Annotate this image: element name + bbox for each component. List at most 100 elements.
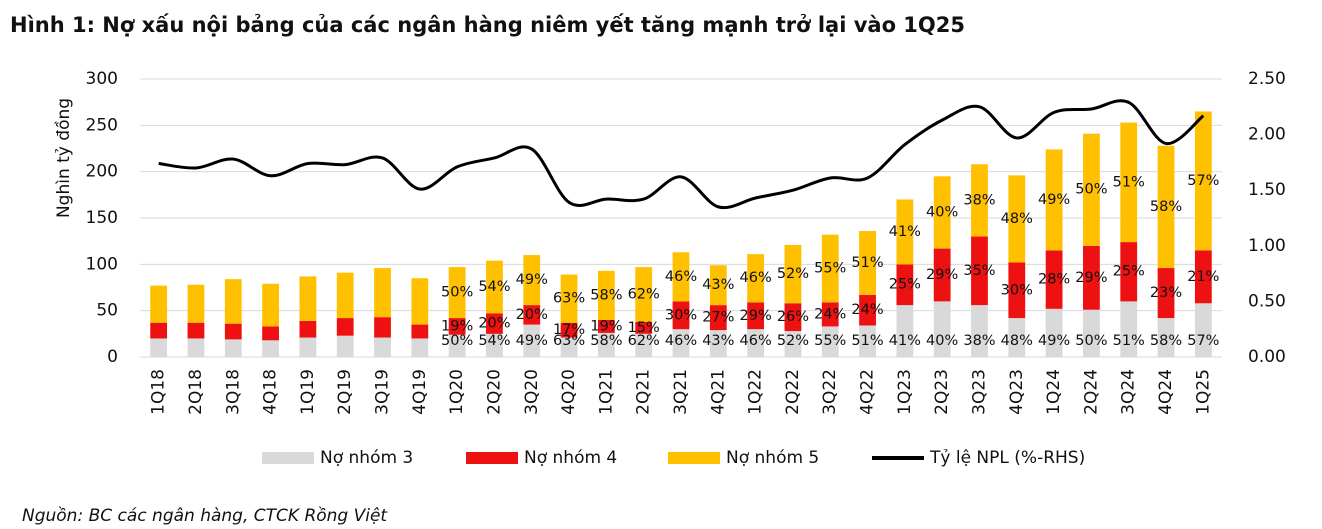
data-label: 30%	[665, 307, 697, 323]
data-label: 57%	[1187, 333, 1219, 349]
bar	[1157, 268, 1175, 319]
bar	[747, 302, 765, 330]
bar	[448, 318, 466, 335]
data-label: 58%	[590, 333, 622, 349]
bar	[486, 260, 503, 314]
bar	[896, 199, 914, 265]
legend-swatch	[466, 452, 518, 464]
data-label: 43%	[702, 277, 734, 293]
data-label: 19%	[441, 318, 473, 334]
x-tick-label: 1Q23	[895, 369, 915, 415]
bar	[597, 332, 615, 357]
bar	[1157, 145, 1175, 269]
y-tick-label: 200	[86, 162, 118, 182]
data-label: 58%	[1150, 199, 1182, 215]
data-label: 55%	[814, 261, 846, 277]
x-tick-label: 1Q24	[1044, 369, 1064, 415]
y2-tick-label: 1.50	[1248, 180, 1286, 200]
data-label: 50%	[1075, 182, 1107, 198]
bar	[821, 302, 839, 327]
bar	[635, 333, 653, 357]
legend-label: Nợ nhóm 5	[726, 448, 819, 468]
bar	[336, 318, 354, 336]
bar	[1194, 250, 1212, 304]
bar	[1083, 133, 1100, 246]
bar	[187, 322, 205, 339]
bar	[1194, 303, 1212, 357]
bar	[523, 255, 541, 306]
bar	[262, 340, 279, 357]
bar	[859, 325, 876, 357]
data-label: 28%	[1038, 272, 1070, 288]
bar	[224, 339, 242, 357]
bar	[1045, 149, 1063, 251]
bar	[411, 338, 429, 357]
data-label: 50%	[1075, 333, 1107, 349]
bar	[448, 334, 466, 357]
bar	[523, 305, 541, 325]
bar	[1120, 301, 1138, 357]
x-tick-label: 1Q19	[298, 369, 318, 415]
data-label: 23%	[1150, 285, 1182, 301]
bar	[187, 338, 205, 357]
data-label: 63%	[553, 333, 585, 349]
y2-tick-label: 2.00	[1248, 125, 1286, 145]
bar	[150, 285, 168, 323]
bar	[299, 276, 317, 321]
data-label: 29%	[740, 308, 772, 324]
bar	[262, 326, 279, 341]
legend-label: Nợ nhóm 3	[320, 448, 413, 468]
x-tick-label: 4Q19	[410, 369, 430, 415]
bar	[784, 303, 802, 332]
x-tick-label: 3Q20	[522, 369, 542, 415]
source-note: Nguồn: BC các ngân hàng, CTCK Rồng Việt	[22, 505, 388, 526]
data-label: 54%	[478, 333, 510, 349]
bar	[224, 323, 242, 340]
x-tick-label: 4Q18	[261, 369, 281, 415]
bar	[336, 335, 354, 357]
bar	[821, 234, 839, 303]
y-tick-label: 300	[86, 69, 118, 89]
chart-title: Hình 1: Nợ xấu nội bảng của các ngân hàn…	[10, 13, 965, 37]
data-label: 20%	[478, 316, 510, 332]
bar	[374, 268, 391, 318]
data-label: 50%	[441, 285, 473, 301]
bar	[411, 278, 429, 325]
bar	[1083, 245, 1100, 310]
data-label: 15%	[628, 320, 660, 336]
bar	[299, 320, 317, 338]
line	[158, 99, 1205, 210]
bar	[933, 301, 951, 357]
data-label: 49%	[1038, 333, 1070, 349]
bar	[747, 254, 765, 303]
x-tick-label: 1Q22	[746, 369, 766, 415]
data-label: 46%	[665, 269, 697, 285]
data-label: 24%	[851, 302, 883, 318]
data-label: 49%	[516, 333, 548, 349]
bar	[299, 337, 317, 357]
bar	[635, 267, 653, 322]
bar	[486, 333, 503, 357]
data-label: 19%	[590, 318, 622, 334]
x-tick-label: 2Q20	[484, 369, 504, 415]
x-tick-label: 3Q22	[820, 369, 840, 415]
y2-tick-label: 1.00	[1248, 236, 1286, 256]
data-label: 40%	[926, 333, 958, 349]
x-tick-label: 2Q21	[634, 369, 654, 415]
bar	[971, 164, 988, 237]
bar	[1120, 242, 1138, 302]
data-label: 24%	[814, 306, 846, 322]
bar	[560, 337, 578, 357]
bar	[709, 265, 727, 306]
bar	[896, 305, 914, 357]
data-label: 51%	[851, 333, 883, 349]
x-tick-label: 4Q24	[1156, 369, 1176, 415]
data-label: 26%	[777, 309, 809, 325]
data-label: 38%	[963, 192, 995, 208]
data-label: 38%	[963, 333, 995, 349]
data-label: 20%	[516, 307, 548, 323]
bar	[1083, 309, 1100, 357]
bar	[971, 305, 988, 357]
bar	[1045, 250, 1063, 309]
